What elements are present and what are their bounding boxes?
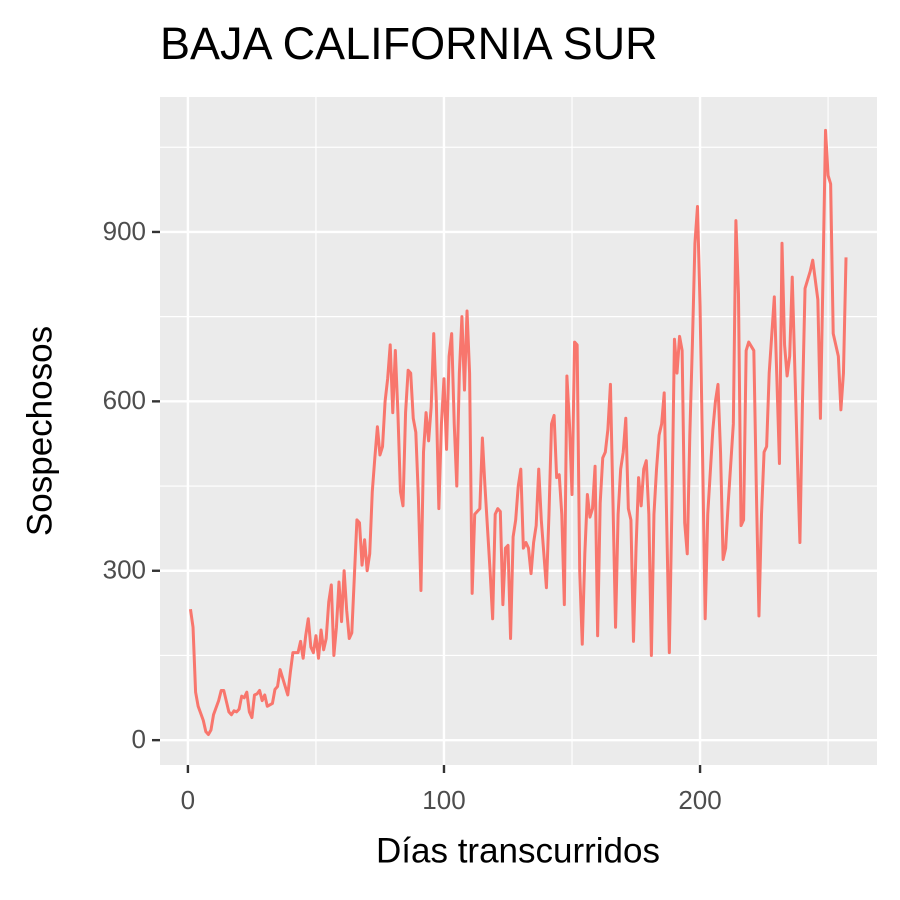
grid [160,97,877,765]
y-tick-label: 0 [132,724,146,754]
x-tick-label: 0 [181,785,195,815]
y-tick-label: 300 [103,555,146,585]
chart-title: BAJA CALIFORNIA SUR [160,18,658,69]
plot-panel [160,97,877,765]
y-tick-label: 900 [103,216,146,246]
x-tick-label: 200 [678,785,721,815]
y-axis-label: Sospechosos [20,326,59,536]
y-tick-label: 600 [103,385,146,415]
x-tick-label: 100 [422,785,465,815]
data-line [188,128,848,737]
lines [188,128,848,737]
axes: 0 100 200 0 300 600 900 [103,216,722,815]
x-axis-label: Días transcurridos [376,831,660,870]
